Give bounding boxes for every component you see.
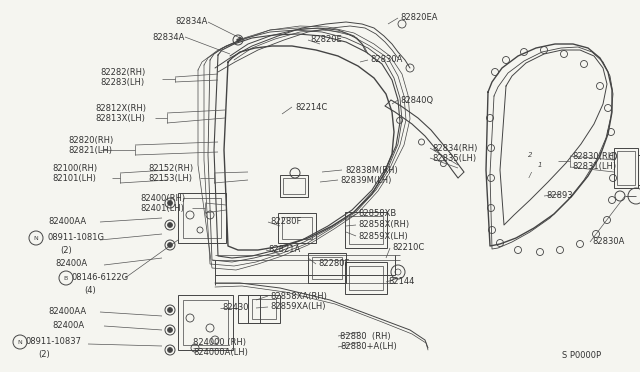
Text: 82401(LH): 82401(LH) [140,203,184,212]
Text: 82210C: 82210C [392,244,424,253]
Circle shape [168,327,173,333]
Text: 82821(LH): 82821(LH) [68,145,112,154]
Text: 82280F: 82280F [318,260,349,269]
Bar [248,295,280,323]
Text: 2: 2 [528,152,532,158]
Text: 82400(RH): 82400(RH) [140,193,185,202]
Text: 82430: 82430 [222,304,248,312]
Text: (2): (2) [60,246,72,254]
Text: 82153(LH): 82153(LH) [148,173,192,183]
Text: 82880+A(LH): 82880+A(LH) [340,343,397,352]
Text: 82835(LH): 82835(LH) [432,154,476,163]
Text: S P0000P: S P0000P [562,352,601,360]
Text: 1: 1 [538,162,542,168]
Text: 82820EA: 82820EA [400,13,438,22]
Bar [345,212,387,248]
Text: 82400AA: 82400AA [48,308,86,317]
Bar [178,295,233,350]
Text: 82830A: 82830A [592,237,625,247]
Bar [280,175,308,197]
Text: 82820(RH): 82820(RH) [68,135,113,144]
Text: 82893: 82893 [546,192,573,201]
Text: 82839M(LH): 82839M(LH) [340,176,392,185]
Circle shape [168,201,173,205]
Text: N: N [18,340,22,344]
Text: 82834(RH): 82834(RH) [432,144,477,153]
Bar [252,299,276,319]
Text: 82400A: 82400A [52,321,84,330]
Text: 824000 (RH): 824000 (RH) [193,337,246,346]
Bar [178,193,226,243]
Bar [617,151,635,185]
Bar [283,178,305,194]
Text: 82821A: 82821A [268,246,300,254]
Text: 82880  (RH): 82880 (RH) [340,331,390,340]
Text: 82400A: 82400A [55,260,87,269]
Text: 82834A: 82834A [175,17,208,26]
Bar [349,216,383,244]
Text: 82838M(RH): 82838M(RH) [345,166,397,174]
Text: 82101(LH): 82101(LH) [52,173,96,183]
Text: 82830A: 82830A [370,55,403,64]
Bar [345,262,387,294]
Text: 82214C: 82214C [295,103,327,112]
Text: 82831(LH): 82831(LH) [572,163,616,171]
Bar [183,300,228,345]
Bar [349,266,383,290]
Text: (2): (2) [38,350,50,359]
Bar [308,253,346,283]
Bar [282,217,312,239]
Bar [312,257,342,279]
Text: 82830(RH): 82830(RH) [572,151,618,160]
Text: 82858XA(RH): 82858XA(RH) [270,292,327,301]
Circle shape [168,347,173,353]
Circle shape [168,222,173,228]
Text: B: B [64,276,68,280]
Circle shape [168,308,173,312]
Circle shape [168,243,173,247]
Text: 82859XA(LH): 82859XA(LH) [270,302,326,311]
Text: 82282(RH): 82282(RH) [100,67,145,77]
Text: 08911-1081G: 08911-1081G [48,234,105,243]
Text: 82100(RH): 82100(RH) [52,164,97,173]
Text: N: N [34,235,38,241]
Text: 82813X(LH): 82813X(LH) [95,113,145,122]
Text: 08911-10837: 08911-10837 [26,337,82,346]
Text: 82840Q: 82840Q [400,96,433,105]
Text: 82820E: 82820E [310,35,342,45]
Text: 82858X(RH): 82858X(RH) [358,221,409,230]
Text: 82812X(RH): 82812X(RH) [95,103,146,112]
Text: 08146-6122G: 08146-6122G [72,273,129,282]
Bar [278,213,316,243]
Bar [183,198,221,238]
Text: (4): (4) [84,285,96,295]
Text: 82858XB: 82858XB [358,209,396,218]
Text: 82400AA: 82400AA [48,218,86,227]
Text: 824000A(LH): 824000A(LH) [193,349,248,357]
Text: 82152(RH): 82152(RH) [148,164,193,173]
Bar [238,295,260,323]
Text: /: / [529,172,531,178]
Text: 82144: 82144 [388,278,414,286]
Text: 82834A: 82834A [152,32,185,42]
Text: 82859X(LH): 82859X(LH) [358,231,408,241]
Bar [614,148,638,188]
Text: 82283(LH): 82283(LH) [100,77,144,87]
Text: 82280F: 82280F [270,218,301,227]
